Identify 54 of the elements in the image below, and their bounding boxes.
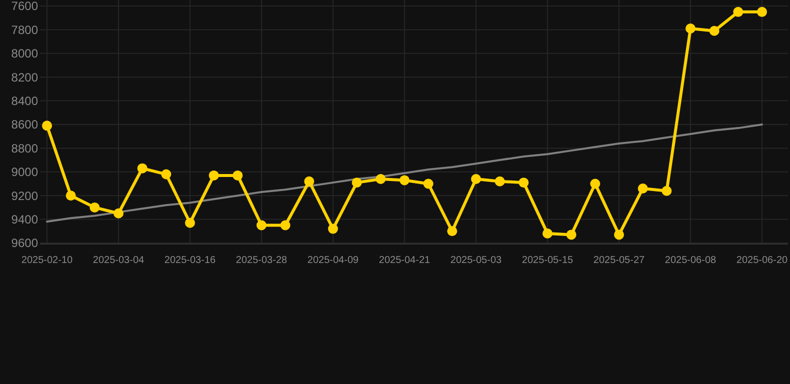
x-tick-label: 2025-04-09 xyxy=(307,255,360,266)
point xyxy=(161,169,172,180)
point xyxy=(304,176,314,186)
line-series xyxy=(46,124,763,223)
point xyxy=(137,163,148,174)
point xyxy=(566,230,576,240)
point xyxy=(494,176,505,186)
point xyxy=(662,186,672,196)
point xyxy=(352,178,362,188)
point xyxy=(66,190,76,201)
x-tick-label: 2025-06-08 xyxy=(664,255,717,266)
point xyxy=(471,174,481,184)
point xyxy=(686,24,696,34)
point xyxy=(256,220,266,230)
x-tick-label: 2025-02-10 xyxy=(21,255,74,266)
point xyxy=(447,226,458,236)
point xyxy=(328,224,338,234)
y-tick-label: 9200 xyxy=(11,188,38,203)
y-tick-label: 9400 xyxy=(11,212,38,226)
point xyxy=(400,175,410,186)
y-tick-label: 7600 xyxy=(11,0,38,14)
point xyxy=(590,178,600,189)
y-tick-label: 7800 xyxy=(11,22,38,37)
point xyxy=(280,220,290,230)
x-tick-label: 2025-06-20 xyxy=(736,255,788,266)
point xyxy=(733,6,744,17)
point xyxy=(614,230,624,240)
point xyxy=(376,174,386,184)
point xyxy=(423,178,434,189)
point xyxy=(757,6,767,17)
point xyxy=(542,228,552,239)
y-tick-label: 8400 xyxy=(11,94,38,108)
point xyxy=(232,170,243,180)
point xyxy=(42,120,52,131)
x-tick-label: 2025-03-28 xyxy=(236,255,288,266)
x-tick-label: 2025-03-04 xyxy=(92,255,145,266)
y-tick-label: 9000 xyxy=(11,165,38,180)
x-tick-label: 2025-03-16 xyxy=(164,255,216,266)
x-tick-label: 2025-05-03 xyxy=(450,255,502,266)
y-tick-label: 9600 xyxy=(11,236,38,250)
point xyxy=(208,170,219,180)
point xyxy=(185,218,195,228)
x-tick-label: 2025-05-27 xyxy=(593,255,646,266)
y-tick-label: 8000 xyxy=(11,46,38,61)
x-tick-label: 2025-05-15 xyxy=(522,255,574,266)
y-tick-label: 8200 xyxy=(11,70,38,84)
x-tick-label: 2025-04-21 xyxy=(378,255,431,266)
point xyxy=(638,183,648,194)
point xyxy=(709,26,720,36)
point xyxy=(90,202,100,212)
y-tick-label: 8600 xyxy=(11,118,38,132)
point xyxy=(114,208,124,218)
point xyxy=(518,178,529,188)
y-tick-label: 8800 xyxy=(11,141,38,156)
